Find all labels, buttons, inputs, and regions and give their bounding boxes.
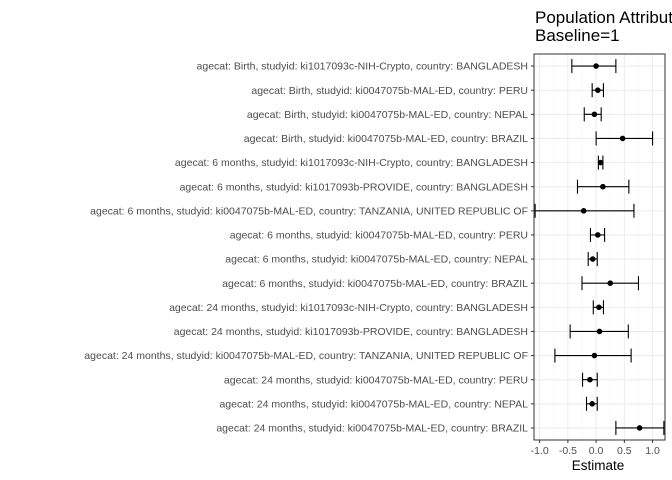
chart-title: Population Attributable Fraction xyxy=(535,8,672,27)
estimate-point xyxy=(596,304,602,311)
row-label: agecat: 6 months, studyid: ki0047075b-MA… xyxy=(230,230,528,242)
estimate-point xyxy=(591,352,598,359)
x-tick-label: 0.0 xyxy=(589,445,604,457)
row-label: agecat: 24 months, studyid: ki0047075b-M… xyxy=(224,374,528,386)
row-label: agecat: 6 months, studyid: ki1017093b-PR… xyxy=(180,181,528,193)
estimate-point xyxy=(619,135,626,142)
estimate-point xyxy=(589,256,596,262)
row-label: agecat: 24 months, studyid: ki0047075b-M… xyxy=(84,350,528,362)
row-label: agecat: 6 months, studyid: ki0047075b-MA… xyxy=(90,205,528,217)
estimate-point xyxy=(595,232,601,238)
estimate-point xyxy=(595,87,601,93)
estimate-point xyxy=(593,63,599,69)
row-label: agecat: 24 months, studyid: ki1017093c-N… xyxy=(169,302,528,314)
plot-panel xyxy=(534,54,665,440)
row-label: agecat: 6 months, studyid: ki1017093c-NI… xyxy=(175,157,528,169)
row-labels: agecat: Birth, studyid: ki1017093c-NIH-C… xyxy=(84,61,534,435)
panel-border xyxy=(533,53,666,441)
row-label: agecat: 6 months, studyid: ki0047075b-MA… xyxy=(222,278,528,290)
x-tick-label: -1.0 xyxy=(531,445,549,457)
x-axis-title: Estimate xyxy=(572,458,625,473)
estimate-point xyxy=(600,183,606,190)
x-axis: -1.0 -0.5 0.0 0.5 1.0 xyxy=(531,53,666,457)
row-label: agecat: 24 months, studyid: ki0047075b-M… xyxy=(219,398,528,410)
estimate-point xyxy=(589,401,595,407)
x-tick-label: 0.5 xyxy=(617,445,632,457)
row-label: agecat: Birth, studyid: ki0047075b-MAL-E… xyxy=(251,85,528,97)
panel-background xyxy=(534,54,665,440)
chart-subtitle: Baseline=1 xyxy=(535,26,620,45)
estimate-point xyxy=(591,111,598,118)
row-label: agecat: 24 months, studyid: ki0047075b-M… xyxy=(216,423,528,435)
row-label: agecat: 6 months, studyid: ki0047075b-MA… xyxy=(225,254,528,266)
row-label: agecat: Birth, studyid: ki1017093c-NIH-C… xyxy=(197,61,528,73)
estimate-point xyxy=(596,328,603,335)
estimate-point xyxy=(607,280,614,286)
plot-marks xyxy=(534,59,665,435)
estimate-point xyxy=(597,159,604,166)
x-tick-label: 1.0 xyxy=(645,445,660,457)
x-tick-label: -0.5 xyxy=(559,445,577,457)
row-label: agecat: Birth, studyid: ki0047075b-MAL-E… xyxy=(244,133,528,145)
estimate-point xyxy=(636,425,643,431)
row-label: agecat: 24 months, studyid: ki1017093b-P… xyxy=(174,326,528,338)
estimate-point xyxy=(580,208,587,214)
row-label: agecat: Birth, studyid: ki0047075b-MAL-E… xyxy=(247,109,528,121)
estimate-point xyxy=(587,376,593,383)
